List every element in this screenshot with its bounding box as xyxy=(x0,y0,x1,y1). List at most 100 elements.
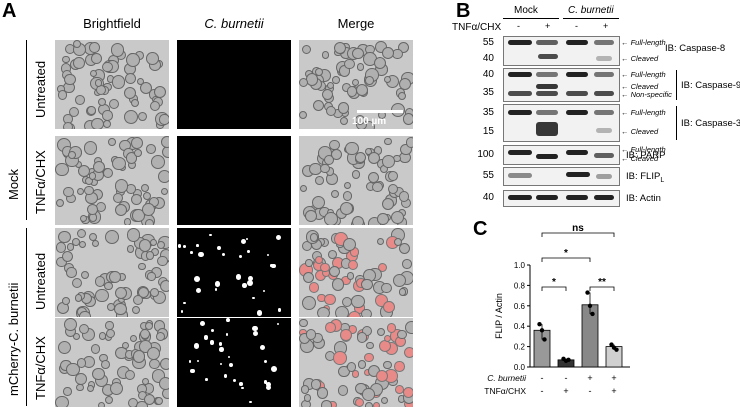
blot-flip xyxy=(503,167,620,186)
cell-blob xyxy=(300,385,309,394)
bacteria-spot xyxy=(249,400,252,404)
cell-blob xyxy=(89,41,100,53)
cell-blob xyxy=(299,77,308,87)
band xyxy=(508,195,532,200)
annotation-full-length: ← Full-length xyxy=(621,38,666,47)
band xyxy=(508,110,532,115)
cell-blob xyxy=(62,250,74,262)
cell-blob xyxy=(71,278,83,289)
cell-blob xyxy=(386,322,397,333)
cell-blob xyxy=(342,191,353,201)
band xyxy=(566,195,588,200)
ib-label-parp: IB: PARP xyxy=(626,150,666,161)
bacteria-spot xyxy=(263,380,268,385)
cell-blob xyxy=(326,81,335,90)
cell-blob xyxy=(125,72,137,84)
band xyxy=(594,91,614,96)
cell-blob xyxy=(344,58,355,70)
cell-blob xyxy=(326,105,337,116)
cell-blob xyxy=(105,328,116,338)
bacteria-spot xyxy=(218,341,223,346)
cell-blob xyxy=(303,394,311,402)
data-point xyxy=(614,347,619,352)
annotation-non-specific: ← Non-specific xyxy=(621,90,672,99)
blot-caspase-8 xyxy=(503,36,620,66)
cell-blob xyxy=(356,332,367,343)
sign-row-2: + xyxy=(563,386,568,396)
y-tick-label: 0.8 xyxy=(514,281,526,290)
cell-blob xyxy=(81,271,90,280)
cell-blob xyxy=(337,385,349,396)
cell-blob xyxy=(76,188,84,196)
ib-label-flip: IB: FLIPL xyxy=(626,171,665,184)
cell-blob xyxy=(133,350,146,363)
sign-row-2: + xyxy=(611,386,616,396)
cell-blob xyxy=(319,262,330,273)
row-label-tnf-1: TNFα/CHX xyxy=(33,150,48,214)
cell-blob xyxy=(387,184,398,195)
cell-blob xyxy=(380,282,392,294)
bacteria-spot xyxy=(265,382,271,387)
cell-blob xyxy=(333,42,346,55)
cell-blob xyxy=(143,192,152,201)
sign-row-2: - xyxy=(541,386,544,396)
cell-blob xyxy=(405,137,413,148)
cell-blob xyxy=(92,367,105,381)
data-point xyxy=(542,337,547,342)
cell-blob xyxy=(97,97,106,107)
cell-blob xyxy=(150,100,161,111)
cell-blob xyxy=(146,251,155,260)
cell-blob xyxy=(387,171,398,182)
cell-blob xyxy=(345,141,359,155)
cell-blob xyxy=(372,401,381,407)
sign-row-2: - xyxy=(589,386,592,396)
bacteria-spot xyxy=(189,360,192,363)
cell-blob xyxy=(350,294,365,309)
bacteria-spot xyxy=(278,308,282,312)
cell-blob xyxy=(351,369,360,378)
cell-blob xyxy=(394,361,405,372)
data-point xyxy=(537,321,542,327)
cell-blob xyxy=(392,48,403,60)
cell-blob xyxy=(365,76,375,86)
cell-blob xyxy=(56,198,65,207)
micrograph-brightfield-row-1 xyxy=(55,40,169,129)
bacteria-spot xyxy=(222,252,226,256)
bacteria-spot xyxy=(228,362,234,368)
group-divider-infected xyxy=(26,228,27,406)
micrograph-merge-row-1 xyxy=(299,40,413,129)
cell-blob xyxy=(383,301,396,313)
cell-blob xyxy=(94,79,103,87)
cell-blob xyxy=(114,179,129,193)
mw-marker: 15 xyxy=(482,126,494,137)
annotation-full-length: ← Full-length xyxy=(621,145,666,154)
cell-blob xyxy=(121,341,130,350)
cell-blob xyxy=(64,73,76,86)
band xyxy=(566,72,588,77)
cell-blob xyxy=(151,155,166,169)
cell-blob xyxy=(137,287,149,299)
band xyxy=(508,72,532,77)
bacteria-spot xyxy=(214,288,217,291)
band xyxy=(594,195,614,200)
data-point xyxy=(590,311,595,317)
cell-blob xyxy=(324,294,336,306)
bacteria-spot xyxy=(271,263,276,269)
bacteria-spot xyxy=(180,310,183,313)
group-label-infected: mCherry-C. burnetii xyxy=(6,282,21,396)
cell-blob xyxy=(84,185,95,196)
cell-blob xyxy=(316,387,329,399)
significance-bracket xyxy=(589,286,615,291)
bacteria-spot xyxy=(183,301,186,305)
cell-blob xyxy=(324,212,339,225)
cell-blob xyxy=(143,393,156,406)
bacteria-spot xyxy=(266,253,269,256)
bacteria-spot xyxy=(205,377,209,381)
cell-blob xyxy=(147,272,156,281)
row-label-tnf-chx: TNFα/CHX xyxy=(484,386,526,396)
cell-blob xyxy=(100,360,110,369)
bacteria-spot xyxy=(276,322,280,326)
group-divider-mock xyxy=(26,40,27,220)
bacteria-spot xyxy=(228,355,231,359)
blot-parp xyxy=(503,145,620,165)
